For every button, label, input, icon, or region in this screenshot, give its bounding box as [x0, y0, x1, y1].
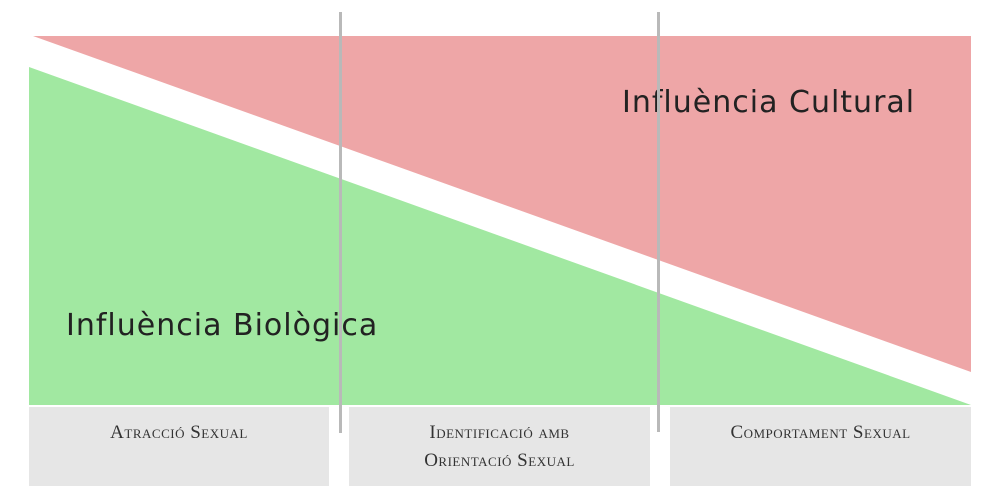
category-label-sexual-behavior: Comportament Sexual: [730, 422, 911, 443]
cultural-influence-area: [33, 36, 971, 372]
category-box-sexual-behavior: Comportament Sexual: [670, 407, 971, 486]
category-box-sexual-attraction: Atracció Sexual: [29, 407, 329, 486]
category-box-orientation-identification: Identificació amb Orientació Sexual: [349, 407, 650, 486]
cultural-influence-label: Influència Cultural: [622, 85, 916, 120]
column-divider: [339, 12, 342, 433]
column-divider: [657, 12, 660, 432]
category-label-sexual-attraction: Atracció Sexual: [110, 422, 248, 443]
biological-influence-area: [29, 67, 971, 405]
category-label-orientation-identification: Identificació amb Orientació Sexual: [424, 422, 575, 471]
biological-influence-label: Influència Biològica: [66, 308, 379, 343]
